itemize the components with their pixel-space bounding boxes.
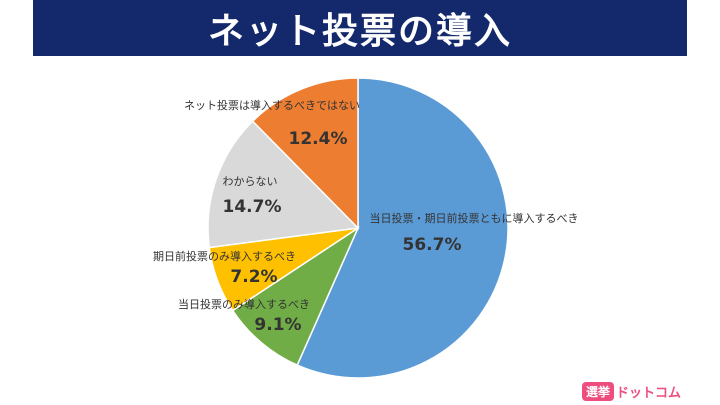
logo-text: ドットコム [616,385,682,401]
slice-value-label: 7.2% [230,267,277,287]
site-logo: 選挙 ドットコム [582,381,681,401]
pie-slice [207,120,360,249]
slice-value-label: 12.4% [289,129,348,149]
slice-value-label: 56.7% [403,235,462,255]
logo-mark: 選挙 [582,381,615,401]
slice-value-label: 14.7% [223,197,282,217]
slice-label: 当日投票のみ導入するべき [178,297,310,311]
pie-slice [231,225,360,367]
slice-label: わからない [223,175,278,188]
chart-title: ネット投票の導入 [33,0,687,56]
slice-value-label: 9.1% [254,315,301,335]
pie-slice [251,77,359,230]
slice-label: ネット投票は導入するべきではない [184,98,360,112]
slice-label: 期日前投票のみ導入するべき [153,249,296,263]
pie-slice [296,77,509,379]
slice-label: 当日投票・期日前投票ともに導入するべき [370,211,579,225]
